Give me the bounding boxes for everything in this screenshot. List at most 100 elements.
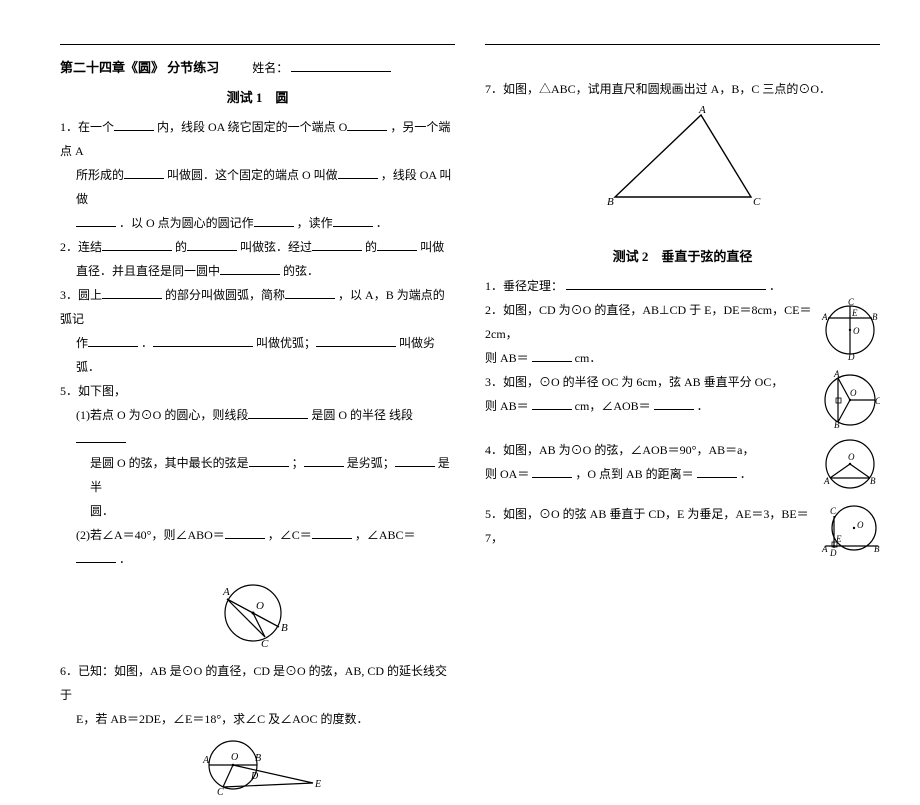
svg-text:D: D: [847, 352, 855, 360]
svg-text:A: A: [823, 476, 830, 486]
blank[interactable]: [304, 457, 344, 467]
svg-text:B: B: [872, 312, 878, 322]
t2-q4-a: 4．如图，AB 为⊙O 的弦，∠AOB＝90°，AB＝a，: [485, 443, 754, 457]
t2-q3: A B C O 3．如图，⊙O 的半径 OC 为 6cm，弦 AB 垂直平分 O…: [485, 370, 880, 438]
q2-line2: 直径．并且直径是同一圆中 的弦．: [60, 259, 455, 283]
q2-text-b: 的: [175, 240, 187, 254]
blank[interactable]: [312, 529, 352, 539]
svg-text:O: O: [256, 600, 264, 612]
svg-text:B: B: [281, 622, 288, 634]
blank[interactable]: [76, 217, 116, 227]
svg-text:A: A: [202, 755, 210, 766]
blank[interactable]: [532, 400, 572, 410]
name-label: 姓名：: [252, 61, 288, 75]
svg-text:C: C: [848, 298, 855, 307]
svg-text:B: B: [607, 196, 614, 208]
svg-text:O: O: [857, 520, 864, 530]
q5-1g: 圆．: [90, 504, 114, 518]
t2-q3-a: 3．如图，⊙O 的半径 OC 为 6cm，弦 AB 垂直平分 OC，: [485, 375, 783, 389]
t2-q1-a: 1．垂径定理：: [485, 279, 563, 293]
q5-1c-line: 圆．: [60, 499, 455, 523]
blank[interactable]: [114, 121, 154, 131]
name-blank[interactable]: [291, 60, 391, 72]
blank[interactable]: [347, 121, 387, 131]
t2-q4-figure: A B O: [820, 438, 880, 502]
t2-q5: C A D E O B 5．如图，⊙O 的弦 AB 垂直于 CD，E 为垂足，A…: [485, 502, 880, 566]
svg-text:A: A: [833, 370, 840, 379]
blank[interactable]: [377, 241, 417, 251]
blank[interactable]: [102, 289, 162, 299]
blank[interactable]: [566, 280, 766, 290]
blank[interactable]: [338, 169, 378, 179]
test1-title: 测试 1 圆: [60, 85, 455, 111]
q5-1b: 是圆 O 的半径 线段: [311, 408, 413, 422]
t2-q2-figure: A B C E O D: [820, 298, 880, 368]
blank[interactable]: [254, 217, 294, 227]
q6-text-a: 6．已知：如图，AB 是⊙O 的直径，CD 是⊙O 的弦，AB, CD 的延长线…: [60, 664, 447, 702]
q5-2: (2)若∠A＝40°，则∠ABO＝ ，∠C＝ ，∠ABC＝ ．: [60, 523, 455, 571]
t2-q3-b: 则 AB＝: [485, 399, 529, 413]
q3-text-d: 作: [76, 336, 88, 350]
t2-q3-figure: A B C O: [820, 370, 880, 438]
svg-text:O: O: [853, 326, 860, 336]
blank[interactable]: [76, 433, 126, 443]
q2-text-d: 的: [365, 240, 377, 254]
q5-2c: ，∠ABC＝: [355, 528, 416, 542]
q3-line3: 弧．: [60, 355, 455, 379]
blank[interactable]: [249, 457, 289, 467]
svg-text:B: B: [870, 476, 876, 486]
q1-text-g: ．以 O 点为圆心的圆记作: [119, 216, 254, 230]
q7: 7．如图，△ABC，试用直尺和圆规画出过 A，B，C 三点的⊙O．: [485, 77, 880, 101]
t2-q2-a: 2．如图，CD 为⊙O 的直径，AB⊥CD 于 E，DE＝8cm，CE＝2cm，: [485, 303, 811, 341]
top-rule: [60, 44, 455, 45]
q5-text-a: 5．如下图，: [60, 384, 126, 398]
t2-q2: A B C E O D 2．如图，CD 为⊙O 的直径，AB⊥CD 于 E，DE…: [485, 298, 880, 370]
q5-1e: 是劣弧；: [347, 456, 395, 470]
blank[interactable]: [395, 457, 435, 467]
q5-2d: ．: [119, 552, 131, 566]
svg-text:O: O: [231, 752, 238, 763]
blank[interactable]: [333, 217, 373, 227]
q1-text-h: ，读作: [297, 216, 333, 230]
q1-text-i: ．: [376, 216, 388, 230]
blank[interactable]: [88, 337, 138, 347]
blank[interactable]: [285, 289, 335, 299]
t2-q5-figure: C A D E O B: [820, 502, 880, 566]
blank[interactable]: [102, 241, 172, 251]
blank[interactable]: [654, 400, 694, 410]
q6-text-b: E，若 AB＝2DE，∠E＝18°，求∠C 及∠AOC 的度数．: [76, 712, 368, 726]
t2-q4-d: ．: [740, 467, 752, 481]
blank[interactable]: [697, 468, 737, 478]
t2-q1-b: ．: [769, 279, 781, 293]
svg-text:E: E: [314, 779, 321, 790]
q3-text-e: ．: [141, 336, 153, 350]
svg-text:O: O: [848, 452, 855, 462]
blank[interactable]: [248, 409, 308, 419]
blank[interactable]: [124, 169, 164, 179]
blank[interactable]: [532, 468, 572, 478]
blank[interactable]: [220, 265, 280, 275]
t2-q2-c: cm．: [575, 351, 602, 365]
q7-text: 7．如图，△ABC，试用直尺和圆规画出过 A，B，C 三点的⊙O．: [485, 82, 831, 96]
blank[interactable]: [312, 241, 362, 251]
blank[interactable]: [316, 337, 396, 347]
blank[interactable]: [187, 241, 237, 251]
t2-q5-a: 5．如图，⊙O 的弦 AB 垂直于 CD，E 为垂足，AE＝3，BE＝7，: [485, 507, 809, 545]
blank[interactable]: [532, 352, 572, 362]
q5-1: (1)若点 O 为⊙O 的圆心，则线段 是圆 O 的半径 线段: [60, 403, 455, 451]
chapter-title: 第二十四章《圆》 分节练习: [60, 60, 219, 75]
t2-q4-c: ，O 点到 AB 的距离＝: [575, 467, 693, 481]
blank[interactable]: [76, 553, 116, 563]
q6-line2: E，若 AB＝2DE，∠E＝18°，求∠C 及∠AOC 的度数．: [60, 707, 455, 731]
q1-text-d: 所形成的: [76, 168, 124, 182]
q3-text-f: 叫做优弧；: [256, 336, 316, 350]
t2-q3-d: ．: [697, 399, 709, 413]
blank[interactable]: [153, 337, 253, 347]
q1-text-a: 1．在一个: [60, 120, 114, 134]
left-column: 第二十四章《圆》 分节练习 姓名： 测试 1 圆 1．在一个 内，线段 OA 绕…: [60, 40, 455, 631]
svg-text:B: B: [874, 544, 880, 554]
q5-2b: ，∠C＝: [268, 528, 312, 542]
blank[interactable]: [225, 529, 265, 539]
q3-text-g: 叫做劣: [399, 336, 435, 350]
svg-text:A: A: [222, 586, 230, 598]
